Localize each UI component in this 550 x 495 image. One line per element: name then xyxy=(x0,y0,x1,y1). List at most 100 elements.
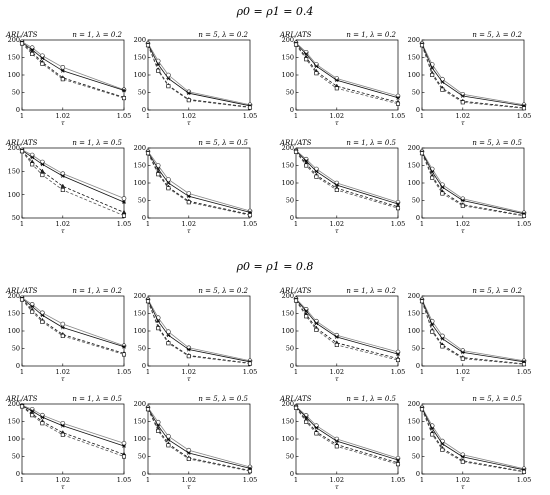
y-tick-label: 200 xyxy=(408,400,420,408)
x-tick-label: 1.02 xyxy=(330,112,344,120)
data-point-square xyxy=(248,469,253,474)
data-point-square xyxy=(419,43,424,48)
data-point-square xyxy=(40,421,45,426)
y-tick-label: 50 xyxy=(286,345,294,353)
series-line xyxy=(147,44,251,108)
y-tick-label: 200 xyxy=(282,144,294,152)
series-line xyxy=(421,44,525,109)
data-point-square xyxy=(293,149,298,154)
series-line xyxy=(21,298,125,348)
plot-frame xyxy=(21,147,125,219)
data-point-circle xyxy=(186,447,192,453)
y-tick-label: 50 xyxy=(12,453,20,461)
series-line xyxy=(295,151,399,209)
y-tick-label: 50 xyxy=(286,197,294,205)
x-tick-label: 1.02 xyxy=(56,112,70,120)
y-tick-label: 0 xyxy=(416,470,420,478)
y-axis-label: ARL/ATS xyxy=(5,287,38,295)
panel-title: n = 1, λ = 0.5 xyxy=(346,395,396,403)
chart-panel: n = 5, λ = 0.5 0 50 100 150 200 1 1.02 1.05 τ xyxy=(408,139,532,235)
series-line xyxy=(421,407,525,470)
data-point-asterisk xyxy=(156,62,161,67)
series-line xyxy=(21,42,125,98)
data-point-square xyxy=(166,84,171,89)
y-tick-label: 150 xyxy=(282,54,294,62)
data-point-asterisk xyxy=(334,78,339,83)
panel-title: n = 5, λ = 0.5 xyxy=(198,395,248,403)
y-tick-label: 100 xyxy=(134,179,146,187)
series-line xyxy=(21,405,125,444)
panel-title: n = 1, λ = 0.5 xyxy=(72,139,122,147)
x-axis-label: τ xyxy=(335,483,339,491)
panel-title: n = 5, λ = 0.5 xyxy=(472,139,522,147)
x-axis-label: τ xyxy=(187,483,191,491)
series-line xyxy=(295,42,399,97)
y-tick-label: 50 xyxy=(12,89,20,97)
panel-title: n = 1, λ = 0.2 xyxy=(346,287,396,295)
data-point-asterisk xyxy=(122,344,126,349)
y-tick-label: 150 xyxy=(408,418,420,426)
data-point-square xyxy=(419,151,424,156)
data-point-square xyxy=(122,96,127,101)
chart-panel: n = 5, λ = 0.2 0 50 100 150 200 1 1.02 1.05 τ xyxy=(408,287,532,383)
y-tick-label: 150 xyxy=(134,310,146,318)
y-tick-label: 150 xyxy=(8,418,20,426)
y-tick-label: 0 xyxy=(290,362,294,370)
y-tick-label: 0 xyxy=(290,214,294,222)
y-tick-label: 200 xyxy=(408,36,420,44)
series-line xyxy=(295,44,399,105)
data-point-circle xyxy=(121,440,127,446)
y-tick-label: 0 xyxy=(16,470,20,478)
data-point-asterisk xyxy=(304,52,309,56)
x-tick-label: 1.05 xyxy=(243,220,257,228)
y-tick-label: 50 xyxy=(412,89,420,97)
data-point-square xyxy=(40,319,45,324)
x-axis-label: τ xyxy=(61,483,65,491)
plot-frame xyxy=(147,295,251,367)
plot-frame xyxy=(21,39,125,111)
y-axis-label: ARL/ATS xyxy=(279,395,312,403)
y-tick-label: 200 xyxy=(8,144,20,152)
plot-frame xyxy=(147,147,251,219)
data-point-square xyxy=(521,469,526,474)
x-tick-label: 1.02 xyxy=(456,220,470,228)
data-point-asterisk xyxy=(40,56,45,61)
data-point-square xyxy=(122,352,127,357)
data-point-square xyxy=(395,358,400,363)
plot-frame xyxy=(295,403,399,475)
data-point-asterisk xyxy=(60,325,65,330)
data-point-square xyxy=(521,213,526,218)
series-line xyxy=(421,408,525,472)
y-tick-label: 50 xyxy=(412,197,420,205)
y-tick-label: 150 xyxy=(134,162,146,170)
x-tick-label: 1.05 xyxy=(391,220,405,228)
data-point-square xyxy=(430,432,435,437)
panel-title: n = 1, λ = 0.2 xyxy=(72,31,122,39)
y-tick-label: 150 xyxy=(282,162,294,170)
y-tick-label: 100 xyxy=(8,435,20,443)
data-point-square xyxy=(40,173,45,178)
chart-panel: n = 5, λ = 0.2 0 50 100 150 200 1 1.02 1.05 τ xyxy=(134,287,258,383)
x-tick-label: 1.02 xyxy=(182,112,196,120)
x-axis-label: τ xyxy=(335,119,339,127)
chart-panel: n = 1, λ = 0.5 ARL/ATS 0 50 100 150 200 1 1.02 1.… xyxy=(279,139,405,235)
data-point-square xyxy=(314,71,319,76)
data-point-square xyxy=(146,407,151,412)
data-point-asterisk xyxy=(60,174,65,178)
series-line xyxy=(421,299,525,362)
series-line xyxy=(147,300,251,364)
x-tick-label: 1.05 xyxy=(391,368,405,376)
data-point-square xyxy=(122,213,127,218)
data-point-circle xyxy=(166,329,171,335)
plot-frame xyxy=(147,403,251,475)
data-point-asterisk xyxy=(430,322,435,327)
x-tick-label: 1 xyxy=(420,220,424,228)
data-point-asterisk xyxy=(440,80,445,84)
y-tick-label: 150 xyxy=(282,310,294,318)
x-tick-label: 1.02 xyxy=(56,476,70,484)
y-tick-label: 50 xyxy=(138,345,146,353)
series-line xyxy=(295,299,399,360)
y-tick-label: 150 xyxy=(8,310,20,318)
series-line xyxy=(21,405,125,455)
data-point-square xyxy=(314,431,319,436)
